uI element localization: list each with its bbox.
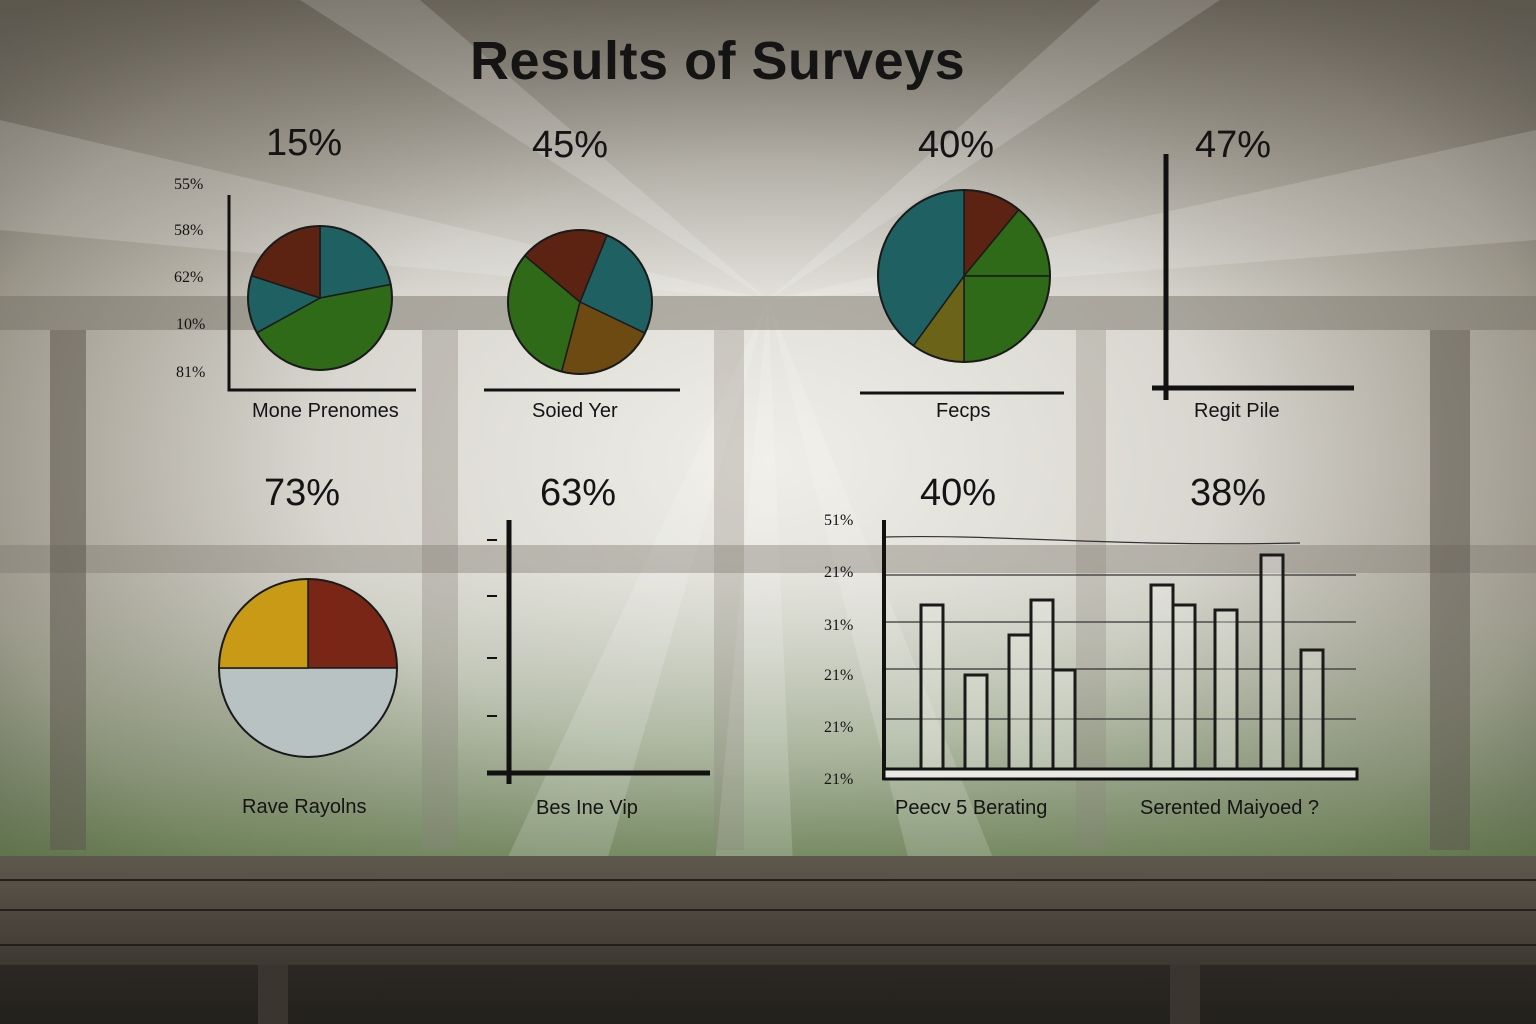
chart-4-caption: Regit Pile <box>1194 400 1280 422</box>
chart-7-tick-label: 21% <box>824 719 854 736</box>
chart-6-caption: Bes Ine Vip <box>536 797 638 819</box>
chart-4-headline: 47% <box>1195 124 1272 166</box>
pie-chart-2 <box>507 229 653 375</box>
pie-chart-1 <box>247 225 393 371</box>
chart-1-tick-label: 10% <box>176 316 206 333</box>
chart-1-tick-label: 81% <box>176 364 206 381</box>
chart-panel-6-axes <box>487 520 710 784</box>
pie-outline <box>247 225 393 371</box>
chart-panel-1-axes <box>227 195 416 392</box>
bar <box>1299 648 1325 772</box>
bar <box>1259 553 1285 772</box>
chart-1-caption: Mone Prenomes <box>252 400 399 422</box>
bar <box>1213 608 1239 772</box>
bar <box>1029 598 1055 772</box>
pie-chart-3 <box>877 189 1051 363</box>
bar <box>963 673 989 772</box>
chart-5-caption: Rave Rayolns <box>242 796 367 818</box>
bar <box>919 603 945 772</box>
bar <box>1171 603 1197 772</box>
chart-1-headline: 15% <box>266 122 343 164</box>
chart-7-tick-label: 21% <box>824 771 854 788</box>
chart-5-headline: 73% <box>264 472 341 514</box>
pie-chart-5 <box>218 578 398 758</box>
chart-7-caption-2: Serented Maiyoed ? <box>1140 797 1320 819</box>
pie-outline <box>877 189 1051 363</box>
chart-7-tick-label: 21% <box>824 667 854 684</box>
wooden-table <box>0 856 1536 1024</box>
chart-panel-4-axes <box>1152 154 1354 400</box>
bar <box>1007 633 1033 772</box>
chart-3-caption: Fecps <box>936 400 991 422</box>
chart-1-tick-label: 62% <box>174 269 204 286</box>
chart-2-caption: Soied Yer <box>532 400 618 422</box>
bar-chart-7-axes <box>882 520 1359 781</box>
chart-7-headline: 40% <box>920 472 997 514</box>
chart-7-tick-label: 51% <box>824 512 854 529</box>
bar <box>1051 668 1077 772</box>
chart-7-headline-2: 38% <box>1190 472 1267 514</box>
chart-1-tick-label: 58% <box>174 222 204 239</box>
chart-1-tick-label: 55% <box>174 176 204 193</box>
chart-7-caption: Peecv 5 Berating <box>895 797 1048 819</box>
chart-3-headline: 40% <box>918 124 995 166</box>
chart-2-headline: 45% <box>532 124 609 166</box>
chart-7-tick-label: 21% <box>824 564 854 581</box>
pie-outline <box>507 229 653 375</box>
page-title: Results of Surveys <box>470 31 966 91</box>
chart-6-headline: 63% <box>540 472 617 514</box>
bar-chart-7 <box>882 520 1359 781</box>
bar-chart-7-grid <box>883 535 1356 720</box>
bar <box>1149 583 1175 772</box>
chart-7-tick-label: 31% <box>824 617 854 634</box>
pie-outline <box>218 578 398 758</box>
